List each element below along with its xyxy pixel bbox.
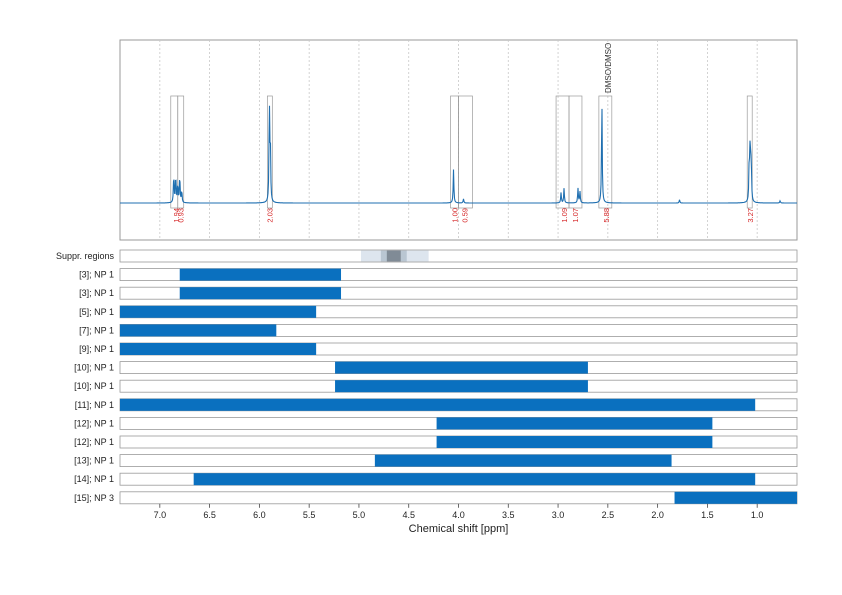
range-row-6: [10]; NP 1 <box>74 379 798 393</box>
peak-region-boxes <box>170 95 753 209</box>
suppressed-bands <box>360 250 429 262</box>
range-bar <box>374 454 672 467</box>
integral-label-1: 0.93 <box>177 208 186 223</box>
range-row-label: [12]; NP 1 <box>74 437 114 447</box>
range-row-label: [3]; NP 1 <box>79 288 114 298</box>
x-tick-label-1: 6.5 <box>203 510 216 520</box>
range-rows: [3]; NP 1 [3]; NP 1 [5]; NP 1 [7]; NP 1 [9];… <box>74 268 798 505</box>
x-axis-label: Chemical shift [ppm] <box>409 523 509 535</box>
x-tick-label-11: 1.5 <box>701 510 714 520</box>
range-row-11: [14]; NP 1 <box>74 472 798 486</box>
peak-region-box-4 <box>458 95 473 209</box>
integral-label-3: 1.00 <box>451 208 460 223</box>
peak-region-box-8 <box>746 95 753 209</box>
x-tick-label-5: 4.5 <box>402 510 415 520</box>
range-row-5: [10]; NP 1 <box>74 361 798 375</box>
integral-label-0: 1.94 <box>172 208 181 223</box>
range-row-label: [9]; NP 1 <box>79 344 114 354</box>
range-bar <box>335 361 588 374</box>
integral-label-6: 1.07 <box>571 208 580 223</box>
range-row-label: [11]; NP 1 <box>75 400 114 410</box>
suppressed-regions-frame <box>119 249 798 263</box>
range-bar <box>436 436 713 448</box>
spectrum-panel: 1.940.93 2.03 1.00 0.59 1.09 1.07 5.88 3.27 DMS… <box>119 39 798 241</box>
range-bar <box>436 417 713 430</box>
range-bar <box>120 398 756 411</box>
range-row-9: [12]; NP 1 <box>74 435 798 449</box>
range-row-label: [12]; NP 1 <box>74 418 114 428</box>
x-tick-label-0: 7.0 <box>154 510 167 520</box>
x-tick-label-10: 2.0 <box>651 510 664 520</box>
range-bar <box>179 268 342 281</box>
integral-label-4: 0.59 <box>460 208 469 223</box>
range-row-label: [14]; NP 1 <box>74 474 114 484</box>
suppressed-regions-label: Suppr. regions <box>56 251 115 261</box>
spectrum-line <box>120 105 797 204</box>
range-row-10: [13]; NP 1 <box>74 454 798 468</box>
range-row-4: [9]; NP 1 <box>79 342 798 356</box>
x-tick-label-3: 5.5 <box>303 510 316 520</box>
range-bar <box>120 305 317 318</box>
x-tick-label-4: 5.0 <box>353 510 366 520</box>
range-row-8: [12]; NP 1 <box>74 416 798 430</box>
range-row-label: [10]; NP 1 <box>74 381 114 391</box>
range-row-2: [5]; NP 1 <box>79 305 798 319</box>
integral-label-5: 1.09 <box>560 208 569 223</box>
x-tick-label-8: 3.0 <box>552 510 565 520</box>
range-bar <box>335 380 588 393</box>
suppressed-band-2 <box>386 250 401 262</box>
range-row-label: [13]; NP 1 <box>74 456 114 466</box>
range-bar <box>120 324 277 337</box>
range-row-label: [5]; NP 1 <box>79 307 114 317</box>
range-bar <box>179 287 342 300</box>
range-row-label: [15]; NP 3 <box>74 493 114 503</box>
range-bar <box>120 343 317 355</box>
peak-region-box-7 <box>598 95 613 209</box>
integral-label-8: 3.27 <box>746 208 755 223</box>
x-axis: 7.0 6.5 6.0 5.5 5.0 4.5 4.0 3.5 3.0 2.5 2.0 1.5 1.0 <box>154 503 764 520</box>
range-row-0: [3]; NP 1 <box>79 268 798 282</box>
range-row-frame <box>119 286 798 300</box>
integral-label-7: 5.88 <box>602 208 611 223</box>
integral-labels: 1.940.93 2.03 1.00 0.59 1.09 1.07 5.88 3.27 <box>172 208 755 223</box>
range-row-label: [3]; NP 1 <box>79 270 114 280</box>
x-tick-label-7: 3.5 <box>502 510 515 520</box>
suppressed-regions-row: Suppr. regions <box>56 249 798 263</box>
range-row-frame <box>119 268 798 282</box>
x-tick-label-12: 1.0 <box>751 510 764 520</box>
solvent-annotation: DMSO/DMSO <box>604 43 613 93</box>
x-tick-label-2: 6.0 <box>253 510 266 520</box>
range-row-12: [15]; NP 3 <box>74 491 798 505</box>
range-bar <box>193 473 756 486</box>
range-row-label: [10]; NP 1 <box>74 363 114 373</box>
range-row-7: [11]; NP 1 <box>75 398 798 412</box>
range-row-label: [7]; NP 1 <box>79 325 114 335</box>
spectrum-gridlines <box>159 40 758 240</box>
x-tick-label-6: 4.0 <box>452 510 465 520</box>
peak-region-box-6 <box>568 95 583 209</box>
integral-label-2: 2.03 <box>265 208 274 223</box>
range-row-3: [7]; NP 1 <box>79 323 798 337</box>
range-row-1: [3]; NP 1 <box>79 286 798 300</box>
peak-region-box-2 <box>266 95 273 209</box>
range-bar <box>674 491 797 504</box>
peak-region-box-1 <box>177 95 185 209</box>
x-tick-label-9: 2.5 <box>602 510 615 520</box>
